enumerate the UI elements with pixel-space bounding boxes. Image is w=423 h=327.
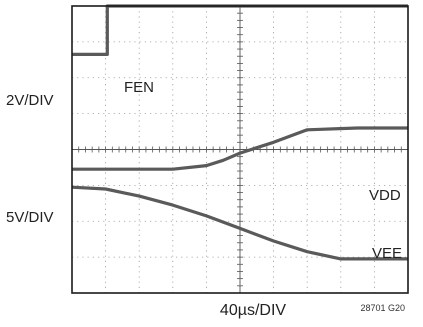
plot-border — [71, 5, 409, 294]
vee-trace — [71, 185, 408, 261]
channel1-scale-label: 2V/DIV — [6, 92, 54, 109]
vdd-trace-label: VDD — [369, 187, 401, 204]
channel2-scale-label: 5V/DIV — [6, 209, 54, 226]
fen-trace-label: FEN — [124, 79, 154, 96]
x-axis-label: 40µs/DIV — [220, 302, 286, 319]
vee-trace-label: VEE — [372, 245, 402, 262]
figure-id: 28701 G20 — [360, 303, 405, 313]
vdd-trace — [72, 126, 408, 171]
